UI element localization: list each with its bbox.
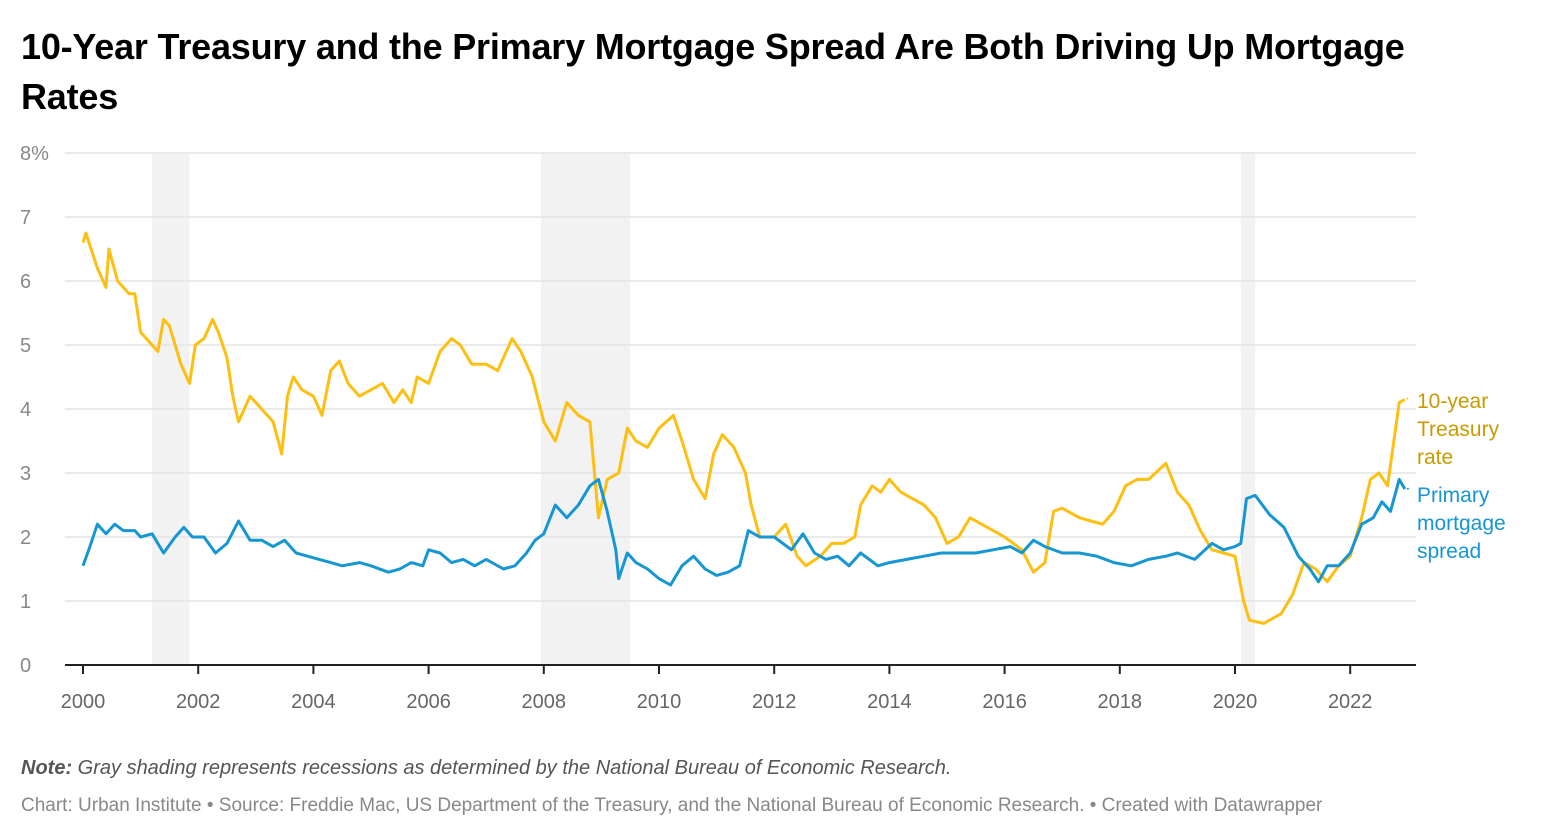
y-tick-label: 0	[20, 655, 31, 677]
y-axis-ticks: 0 1 2 3 4 5 6 7 8%	[20, 143, 49, 677]
x-tick-label: 2016	[982, 691, 1027, 713]
y-tick-label: 5	[20, 335, 31, 357]
y-tick-label: 6	[20, 271, 31, 293]
x-tick-label: 2000	[61, 691, 106, 713]
x-tick-label: 2002	[176, 691, 221, 713]
x-tick-label: 2012	[752, 691, 797, 713]
series-lines	[81, 231, 1407, 625]
x-tick-label: 2018	[1098, 691, 1143, 713]
x-tick-label: 2004	[291, 691, 336, 713]
series-label: rate	[1417, 446, 1453, 469]
x-tick-label: 2020	[1213, 691, 1258, 713]
y-tick-label: 4	[20, 399, 31, 421]
series-label: mortgage	[1417, 512, 1506, 535]
series-labels: 10-year Treasury rate Primary mortgage spread	[1406, 390, 1506, 563]
series-line	[81, 231, 1406, 625]
x-axis-ticks: 2000 2002 2004 2006 2008 2010 2012 2014 2016 2018…	[61, 665, 1373, 713]
label-connector	[1406, 394, 1411, 400]
series-label: Treasury	[1417, 418, 1500, 441]
x-tick-label: 2006	[406, 691, 451, 713]
gridlines	[65, 152, 1416, 666]
x-tick-label: 2010	[637, 691, 682, 713]
label-connector	[1406, 487, 1411, 490]
series-line	[81, 477, 1407, 587]
y-tick-label: 7	[20, 207, 31, 229]
chart-source: Chart: Urban Institute • Source: Freddie…	[21, 795, 1323, 816]
chart-title: 10-Year Treasury and the Primary Mortgag…	[21, 26, 1405, 117]
x-tick-label: 2008	[522, 691, 567, 713]
y-tick-label: 2	[20, 527, 31, 549]
series-label: Primary	[1417, 484, 1490, 507]
chart-note: Note: Gray shading represents recessions…	[21, 757, 951, 780]
series-label: spread	[1417, 540, 1481, 563]
x-tick-label: 2014	[867, 691, 912, 713]
note-text: Gray shading represents recessions as de…	[72, 757, 952, 779]
note-label: Note:	[21, 757, 73, 779]
series-label: 10-year	[1417, 390, 1488, 413]
y-tick-label: 3	[20, 463, 31, 485]
y-tick-label: 1	[20, 591, 31, 613]
y-tick-label: 8%	[20, 143, 49, 165]
x-tick-label: 2022	[1328, 691, 1373, 713]
